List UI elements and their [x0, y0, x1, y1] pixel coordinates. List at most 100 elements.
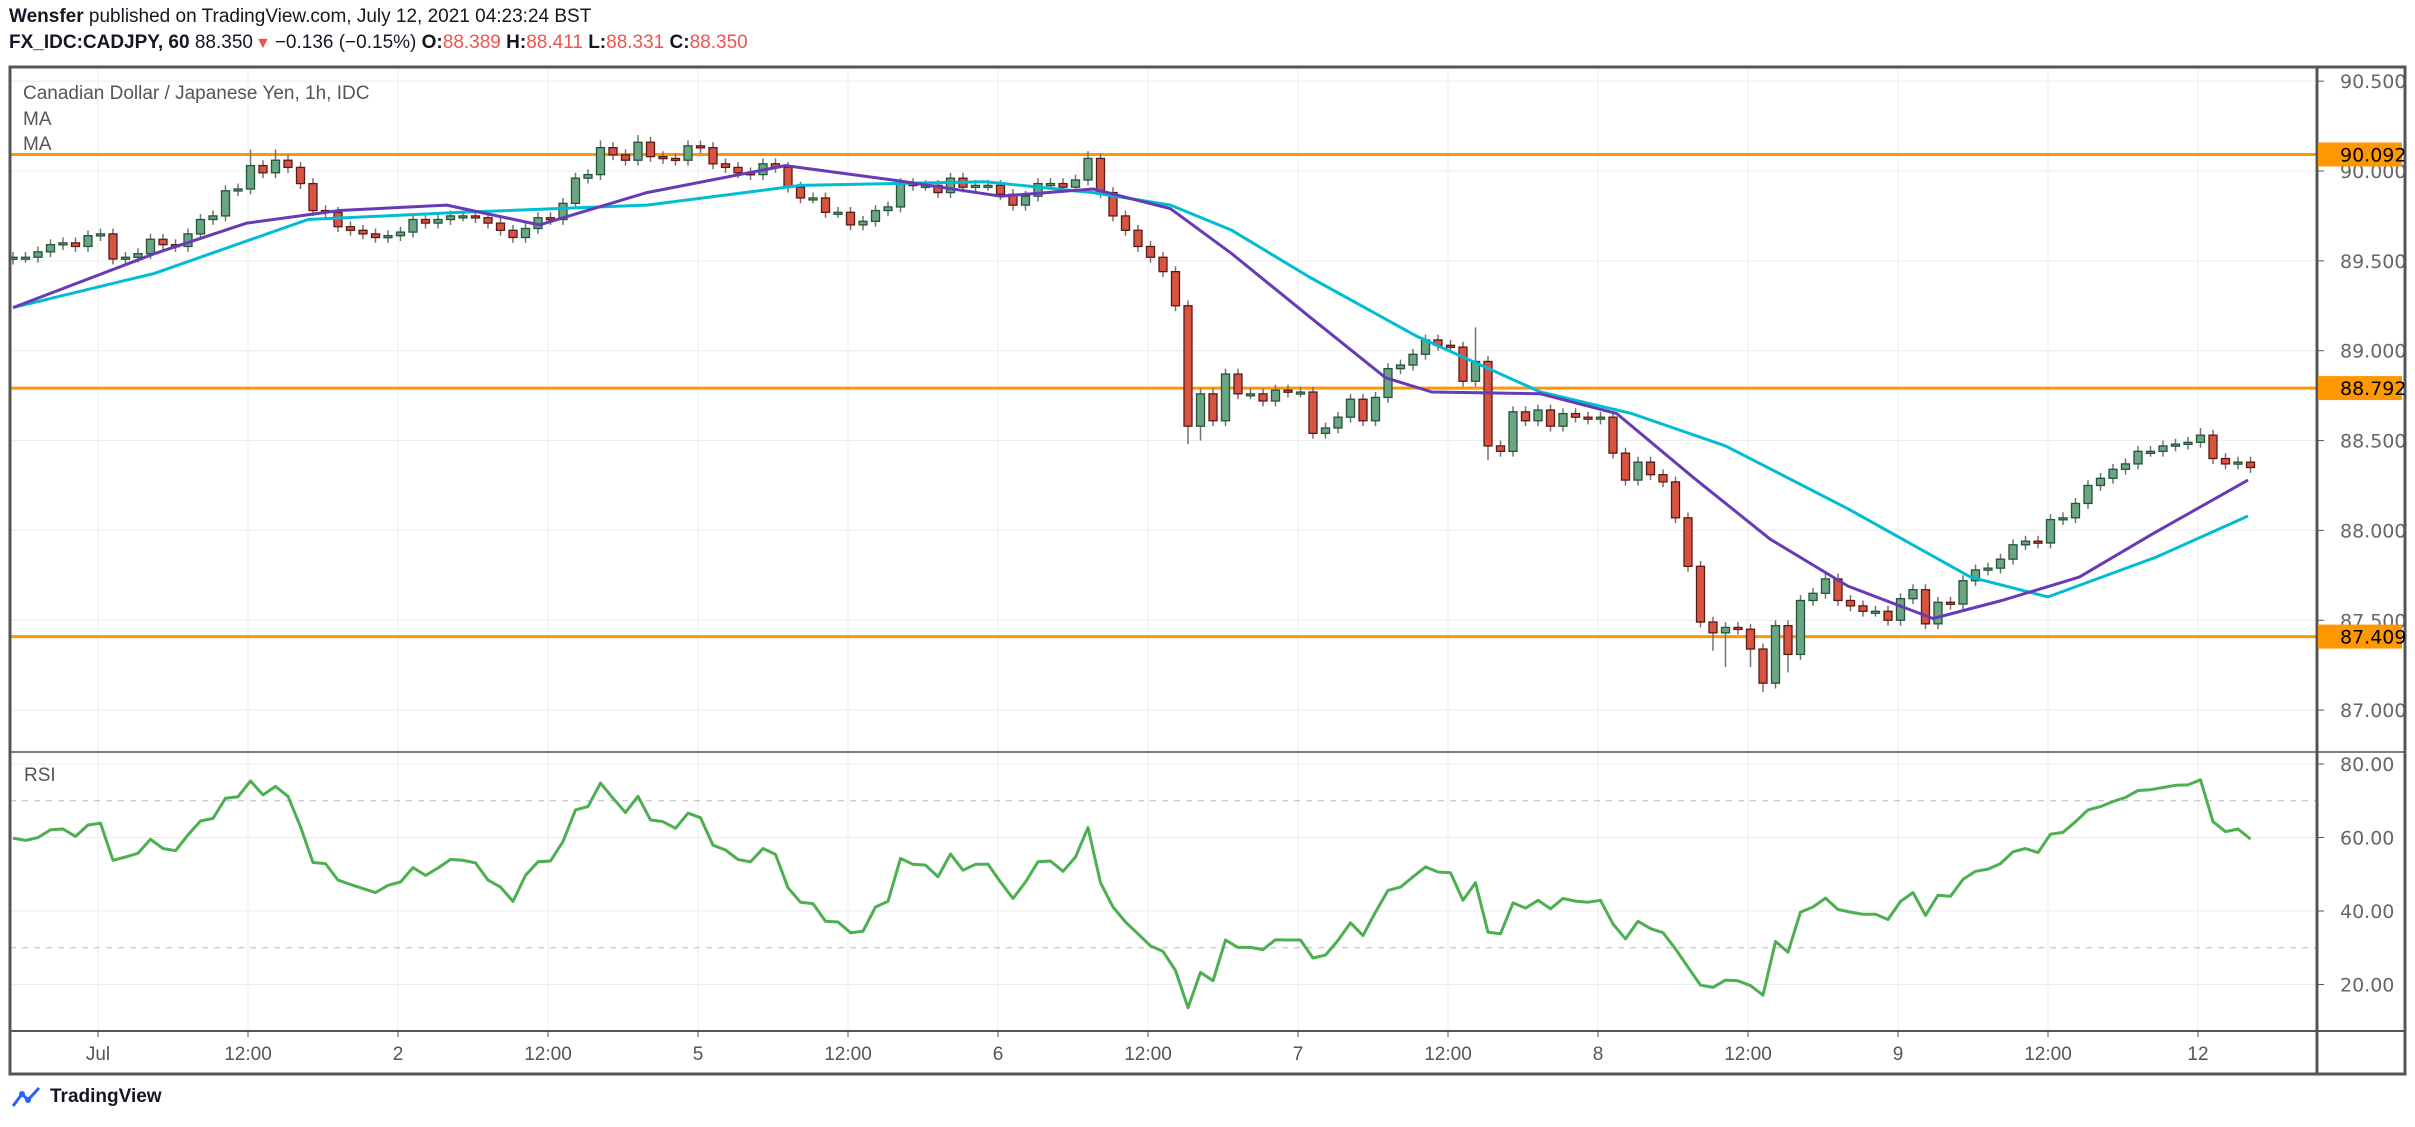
candle-body-up	[2133, 450, 2143, 465]
candle-body-up	[1295, 391, 1306, 395]
tradingview-logo-icon	[12, 1086, 41, 1107]
candle-body-down	[733, 166, 743, 174]
legend-ma-fast[interactable]: MA	[23, 109, 52, 130]
symbol-info: FX_IDC:CADJPY, 60 88.350 ▼ −0.136 (−0.15%)…	[9, 32, 748, 54]
candle	[1920, 584, 1931, 630]
candle	[383, 230, 393, 243]
candle-body-up	[45, 244, 56, 253]
candle-body-down	[795, 186, 806, 199]
candle	[1558, 408, 1568, 432]
candle-body-up	[1970, 569, 1981, 582]
candle	[670, 153, 681, 166]
candle	[1770, 620, 1781, 689]
candle	[1295, 386, 1306, 398]
candle-body-down	[1858, 605, 1868, 612]
candle	[2245, 456, 2256, 473]
candle	[658, 151, 668, 164]
candle-body-up	[433, 218, 443, 224]
candle	[2045, 514, 2056, 549]
time-axis-label: Jul	[86, 1044, 110, 1065]
candle	[1583, 411, 1593, 425]
legend-rsi[interactable]: RSI	[24, 765, 56, 786]
candle-body-up	[833, 211, 843, 215]
candle-body-up	[2095, 477, 2106, 487]
candle-body-up	[1270, 389, 1281, 402]
candle-body-down	[820, 197, 831, 213]
candle-body-down	[345, 226, 356, 231]
candle	[1620, 447, 1631, 486]
candle-body-down	[1233, 373, 1243, 395]
candle-body-down	[1620, 452, 1631, 481]
candle-body-up	[1983, 567, 1993, 571]
candle-body-up	[2170, 443, 2181, 447]
candle-body-up	[1333, 416, 1343, 429]
candle	[220, 185, 231, 222]
candle-body-up	[1045, 182, 1056, 187]
candle	[820, 192, 831, 218]
candle	[1120, 210, 1131, 236]
candle	[1483, 356, 1493, 461]
candle	[70, 237, 81, 252]
price-change: −0.136 (−0.15%)	[274, 32, 417, 53]
candle-body-down	[470, 215, 481, 219]
candle	[1895, 593, 1906, 626]
candle-body-down	[508, 229, 518, 239]
level-price-badge	[2318, 624, 2402, 649]
candle	[845, 206, 856, 231]
candle	[708, 142, 718, 170]
candle	[1133, 224, 1143, 252]
candle-body-down	[1208, 393, 1218, 422]
candle	[1795, 595, 1806, 660]
candle	[620, 149, 631, 166]
candle	[1370, 392, 1381, 427]
footer-brand-text: TradingView	[50, 1086, 162, 1107]
candle	[695, 140, 706, 154]
candle	[558, 197, 568, 225]
candle-body-up	[1070, 179, 1081, 188]
candle-body-up	[1795, 599, 1806, 656]
candle	[633, 135, 643, 166]
publisher-name[interactable]: Wensfer	[9, 6, 84, 27]
candle	[945, 172, 956, 198]
candle-body-down	[483, 217, 493, 224]
candle-body-up	[245, 164, 256, 190]
candle-body-down	[1133, 229, 1143, 248]
candle-body-up	[10, 256, 18, 260]
candle-body-down	[2245, 461, 2256, 469]
candle-body-down	[1358, 398, 1368, 422]
candle	[308, 178, 318, 216]
candle-body-down	[158, 238, 168, 246]
candle-body-down	[1758, 648, 1768, 684]
ma-fast-line	[12, 164, 2249, 620]
footer-branding[interactable]: TradingView	[12, 1086, 162, 1108]
candle	[1670, 476, 1681, 524]
candle-body-up	[2233, 461, 2243, 465]
legend-ma-slow[interactable]: MA	[23, 134, 52, 155]
candle-body-up	[1345, 398, 1356, 418]
candle	[1645, 456, 1656, 481]
candle-body-up	[2145, 450, 2156, 454]
candle	[1533, 404, 1543, 427]
publish-info: Wensfer published on TradingView.com, Ju…	[9, 6, 591, 28]
candle-body-up	[133, 253, 143, 258]
rsi-pane	[12, 778, 2252, 1010]
candle-body-down	[420, 218, 431, 224]
time-axis-label: 12:00	[524, 1044, 572, 1065]
candle	[1308, 386, 1318, 439]
candle	[2083, 480, 2093, 509]
candle-body-up	[233, 188, 243, 192]
candle-body-up	[2008, 544, 2018, 560]
candle-body-up	[2120, 463, 2131, 470]
candle-body-up	[83, 235, 93, 248]
candle	[1970, 564, 1981, 587]
candle-body-up	[583, 173, 593, 179]
candle	[1908, 584, 1918, 605]
candle	[645, 136, 656, 163]
candle-body-down	[1495, 445, 1506, 452]
rsi-axis-label: 40.00	[2340, 901, 2394, 923]
candle	[420, 214, 431, 229]
candle	[2095, 472, 2106, 491]
candle-body-down	[1145, 245, 1156, 258]
time-axis-label: 12:00	[1124, 1044, 1172, 1065]
